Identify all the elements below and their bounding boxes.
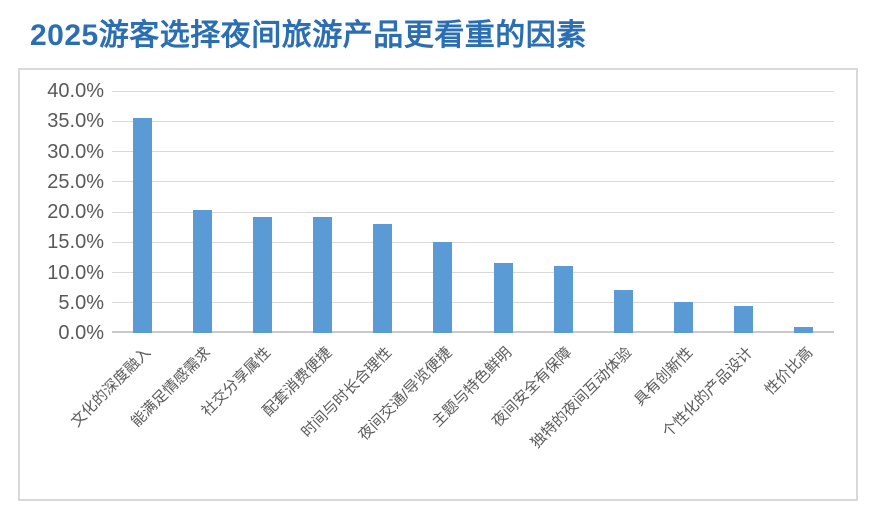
bar [252,216,272,333]
gridline [112,120,834,122]
y-tick-label: 25.0% [47,170,104,193]
bar [313,216,333,333]
bar [192,210,212,333]
bar [794,326,814,333]
bar [674,301,694,333]
y-tick-label: 10.0% [47,261,104,284]
y-tick-label: 40.0% [47,80,104,102]
x-axis-line [112,331,834,333]
gridline [112,181,834,183]
y-tick-label: 15.0% [47,231,104,254]
bar [734,305,754,333]
bar [493,263,513,333]
y-tick-label: 30.0% [47,140,104,163]
gridline [112,211,834,213]
x-category-label: 独特的夜间互动体验 [528,344,636,452]
bar [553,265,573,333]
bar [132,118,152,333]
gridline [112,241,834,243]
page-title: 2025游客选择夜间旅游产品更看重的因素 [30,19,587,52]
y-tick-label: 35.0% [47,110,104,133]
y-axis: 0.0% 5.0% 10.0% 15.0% 20.0% 25.0% 30.0% 35.0% 40… [20,81,104,343]
gridline [112,90,834,92]
gridline [112,302,834,304]
chart-area: 0.0% 5.0% 10.0% 15.0% 20.0% 25.0% 30.0% 35.0% 40… [18,68,858,501]
x-category-label: 性价比高 [761,344,817,399]
bar [433,242,453,333]
gridline [112,151,834,152]
y-tick-label: 0.0% [58,322,104,344]
y-tick-label: 20.0% [47,201,104,223]
bar [373,224,393,333]
bar [613,290,633,333]
gridline [112,272,834,273]
plot-area [112,90,834,333]
y-tick-label: 5.0% [58,291,104,314]
